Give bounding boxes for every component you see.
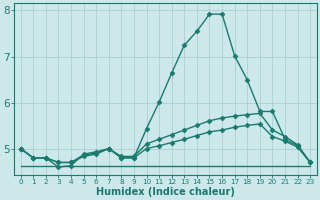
X-axis label: Humidex (Indice chaleur): Humidex (Indice chaleur) <box>96 187 235 197</box>
